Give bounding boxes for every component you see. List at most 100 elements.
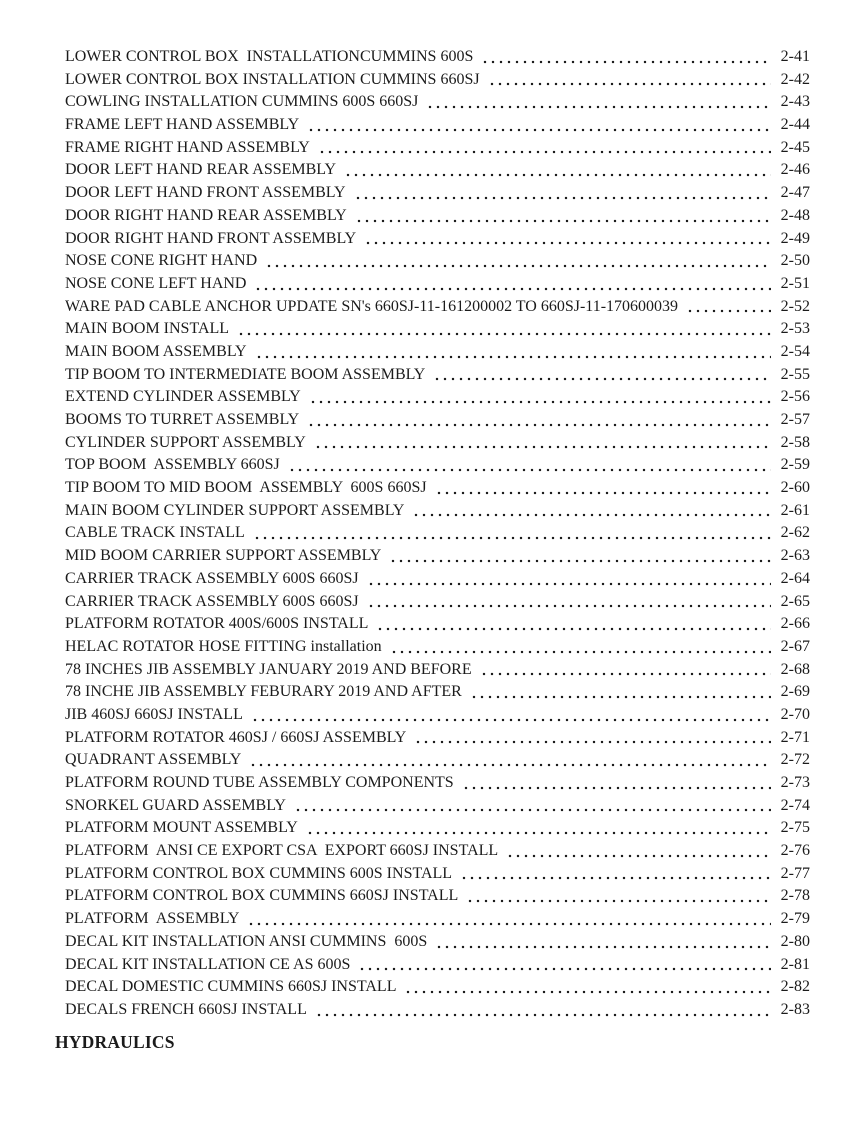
toc-entry: LOWER CONTROL BOX INSTALLATION CUMMINS 6… — [65, 69, 810, 92]
toc-entry-page: 2-41 — [780, 48, 810, 65]
toc-entry-title: NOSE CONE RIGHT HAND — [65, 252, 258, 270]
dot-leader — [251, 762, 771, 768]
toc-entry: 78 INCHES JIB ASSEMBLY JANUARY 2019 AND … — [65, 659, 810, 682]
toc-entry-page: 2-82 — [780, 978, 810, 996]
dot-leader — [414, 512, 771, 519]
dot-leader — [391, 648, 771, 655]
toc-entry-title: NOSE CONE LEFT HAND — [65, 274, 247, 292]
toc-entry: BOOMS TO TURRET ASSEMBLY 2-57 — [65, 409, 810, 432]
toc-entry-page: 2-57 — [780, 411, 810, 428]
dot-leader — [462, 875, 771, 882]
dot-leader — [267, 262, 771, 269]
dot-leader — [428, 104, 771, 111]
toc-entry: CARRIER TRACK ASSEMBLY 600S 660SJ 2-64 — [65, 568, 810, 591]
dot-leader — [463, 784, 771, 791]
toc-entry-title: CYLINDER SUPPORT ASSEMBLY — [65, 433, 306, 451]
toc-entry-page: 2-54 — [780, 342, 810, 360]
toc-entry-page: 2-62 — [780, 524, 810, 542]
toc-entry-title: SNORKEL GUARD ASSEMBLY — [65, 796, 286, 814]
toc-entry-title: CARRIER TRACK ASSEMBLY 600S 660SJ — [65, 592, 359, 610]
dot-leader — [355, 194, 771, 201]
toc-entry: PLATFORM ROUND TUBE ASSEMBLY COMPONENTS … — [65, 772, 810, 795]
toc-entry-page: 2-64 — [780, 569, 810, 587]
dot-leader — [391, 557, 771, 564]
dot-leader — [416, 739, 771, 746]
toc-entry: COWLING INSTALLATION CUMMINS 600S 660SJ … — [65, 91, 810, 114]
toc-entry-page: 2-79 — [780, 910, 810, 928]
toc-entry-page: 2-80 — [780, 932, 810, 950]
toc-entry-page: 2-75 — [780, 819, 810, 837]
toc-entry: MAIN BOOM CYLINDER SUPPORT ASSEMBLY 2-61 — [65, 500, 810, 523]
toc-entry: TIP BOOM TO INTERMEDIATE BOOM ASSEMBLY 2… — [65, 364, 810, 387]
toc-entry-page: 2-61 — [780, 501, 810, 519]
toc-entry-title: DECAL KIT INSTALLATION ANSI CUMMINS 600S — [65, 932, 428, 950]
toc-entry-title: PLATFORM ROTATOR 460SJ / 660SJ ASSEMBLY — [65, 728, 407, 746]
dot-leader — [346, 172, 771, 179]
toc-entry-title: LOWER CONTROL BOX INSTALLATIONCUMMINS 60… — [65, 48, 474, 65]
toc-entry-page: 2-72 — [780, 751, 810, 769]
dot-leader — [481, 671, 771, 678]
toc-entry-page: 2-42 — [780, 70, 810, 88]
toc-entry-page: 2-49 — [780, 229, 810, 247]
dot-leader — [356, 217, 771, 224]
toc-entry-page: 2-60 — [780, 479, 810, 497]
toc-entry-page: 2-47 — [780, 184, 810, 202]
toc-entry: NOSE CONE RIGHT HAND 2-50 — [65, 250, 810, 273]
dot-leader — [249, 920, 771, 927]
dot-leader — [316, 1011, 771, 1018]
toc-entry-title: PLATFORM ASSEMBLY — [65, 910, 240, 928]
toc-entry-page: 2-81 — [780, 955, 810, 973]
toc-entry: JIB 460SJ 660SJ INSTALL 2-70 — [65, 704, 810, 727]
toc-entry-page: 2-55 — [780, 365, 810, 383]
toc-entry-title: PLATFORM ANSI CE EXPORT CSA EXPORT 660SJ… — [65, 842, 499, 860]
toc-entry: PLATFORM ROTATOR 400S/600S INSTALL 2-66 — [65, 613, 810, 636]
dot-leader — [483, 58, 771, 65]
toc-entry-title: PLATFORM CONTROL BOX CUMMINS 660SJ INSTA… — [65, 887, 459, 905]
dot-leader — [437, 943, 771, 950]
toc-entry-page: 2-45 — [780, 138, 810, 156]
dot-leader — [252, 716, 771, 723]
toc-entry-title: DOOR LEFT HAND REAR ASSEMBLY — [65, 161, 337, 179]
toc-entry-page: 2-43 — [780, 93, 810, 111]
dot-leader — [436, 489, 771, 496]
dot-leader — [309, 421, 771, 428]
dot-leader — [435, 376, 771, 383]
toc-entry: 78 INCHE JIB ASSEMBLY FEBURARY 2019 AND … — [65, 681, 810, 704]
toc-entry-page: 2-73 — [780, 774, 810, 791]
toc-entry-title: PLATFORM CONTROL BOX CUMMINS 600S INSTAL… — [65, 864, 453, 882]
dot-leader — [239, 330, 771, 337]
toc-entry-page: 2-68 — [780, 660, 810, 678]
toc-entry-page: 2-46 — [780, 161, 810, 179]
toc-entry-page: 2-58 — [780, 433, 810, 451]
toc-entry-page: 2-71 — [780, 728, 810, 746]
toc-entry: FRAME LEFT HAND ASSEMBLY 2-44 — [65, 114, 810, 137]
toc-entry-title: TOP BOOM ASSEMBLY 660SJ — [65, 456, 280, 474]
dot-leader — [315, 444, 771, 451]
toc-entry-title: FRAME RIGHT HAND ASSEMBLY — [65, 138, 310, 156]
toc-entry: SNORKEL GUARD ASSEMBLY 2-74 — [65, 795, 810, 818]
toc-entry-page: 2-70 — [780, 705, 810, 723]
dot-leader — [471, 693, 771, 700]
toc-entry-title: CARRIER TRACK ASSEMBLY 600S 660SJ — [65, 569, 359, 587]
toc-entry-title: FRAME LEFT HAND ASSEMBLY — [65, 116, 300, 134]
toc-entry-title: DECAL KIT INSTALLATION CE AS 600S — [65, 955, 351, 973]
toc-entry-title: 78 INCHE JIB ASSEMBLY FEBURARY 2019 AND … — [65, 683, 462, 701]
toc-entry: MAIN BOOM ASSEMBLY 2-54 — [65, 341, 810, 364]
toc-entry-title: BOOMS TO TURRET ASSEMBLY — [65, 411, 300, 428]
toc-entry: QUADRANT ASSEMBLY 2-72 — [65, 749, 810, 772]
toc-entry-page: 2-78 — [780, 887, 810, 905]
dot-leader — [307, 830, 771, 837]
toc-entry-title: DECALS FRENCH 660SJ INSTALL — [65, 1000, 307, 1018]
dot-leader — [309, 126, 771, 133]
toc-entry-title: WARE PAD CABLE ANCHOR UPDATE SN's 660SJ-… — [65, 297, 679, 315]
dot-leader — [360, 966, 771, 973]
toc-entry-page: 2-59 — [780, 456, 810, 474]
toc-entry-title: DOOR RIGHT HAND REAR ASSEMBLY — [65, 206, 347, 224]
toc-entry-title: EXTEND CYLINDER ASSEMBLY — [65, 388, 301, 406]
toc-entry-title: DECAL DOMESTIC CUMMINS 660SJ INSTALL — [65, 978, 397, 996]
toc-entry-title: PLATFORM ROUND TUBE ASSEMBLY COMPONENTS — [65, 774, 454, 791]
toc-entry: CARRIER TRACK ASSEMBLY 600S 660SJ 2-65 — [65, 591, 810, 614]
toc-entry: DOOR LEFT HAND REAR ASSEMBLY 2-46 — [65, 159, 810, 182]
dot-leader — [256, 285, 771, 292]
